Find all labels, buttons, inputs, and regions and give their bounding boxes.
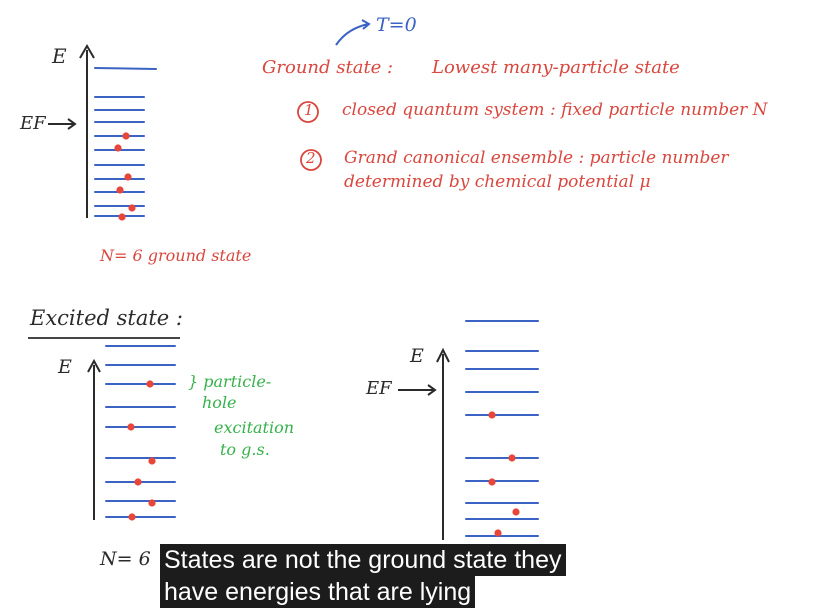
item1-circle: [297, 101, 319, 123]
item2-line1: Grand canonical ensemble : particle numb…: [344, 148, 729, 168]
particle-dot: [488, 411, 496, 419]
fermi-arrow: [48, 118, 77, 130]
particle-dot: [134, 478, 142, 486]
particle-dot: [146, 380, 154, 388]
fermi-arrow: [398, 384, 437, 396]
item2-line2: determined by chemical potential μ: [344, 172, 651, 192]
particle-dot: [124, 173, 132, 181]
particle-dot: [118, 213, 126, 221]
particles: [488, 411, 520, 537]
particle-dot: [127, 423, 135, 431]
excited-right-diagram: [398, 320, 539, 540]
subtitle-line-1: States are not the ground state they: [160, 544, 566, 576]
particle-dot: [148, 499, 156, 507]
energy-axis-arrow: [79, 44, 95, 59]
particles: [114, 132, 136, 221]
ground-caption: N= 6 ground state: [100, 246, 252, 265]
excited-right-fermi-label: EF: [366, 378, 392, 399]
energy-levels: [94, 67, 157, 217]
ground-energy-label: E: [52, 44, 67, 68]
ground-fermi-label: EF: [20, 113, 46, 134]
particle-dot: [122, 132, 130, 140]
particle-dot: [512, 508, 520, 516]
energy-axis-arrow: [87, 358, 101, 373]
video-subtitle: States are not the ground state they hav…: [160, 544, 566, 608]
subtitle-line-2: have energies that are lying: [160, 576, 476, 608]
excited-left-diagram: [28, 337, 180, 521]
particle-dot: [128, 204, 136, 212]
energy-levels: [105, 345, 176, 518]
excited-state-heading: Excited state :: [30, 306, 183, 330]
particle-dot: [116, 186, 124, 194]
item2-number: 2: [306, 149, 316, 167]
bracket-note-4: to g.s.: [220, 440, 270, 459]
bracket-note-1: } particle-: [188, 372, 272, 391]
ground-state-heading: Ground state :: [262, 57, 394, 78]
item1-number: 1: [304, 101, 314, 119]
energy-levels: [465, 320, 539, 537]
particle-dot: [114, 144, 122, 152]
bracket-note-2: hole: [202, 393, 237, 412]
particles: [127, 380, 156, 521]
item1-text: closed quantum system : fixed particle n…: [342, 100, 768, 120]
excited-left-caption: N= 6: [100, 548, 151, 570]
excited-left-energy-label: E: [58, 356, 72, 378]
particle-dot: [508, 454, 516, 462]
particle-dot: [488, 478, 496, 486]
excited-right-energy-label: E: [410, 345, 424, 367]
ground-state-diagram: [48, 44, 157, 221]
particle-dot: [148, 457, 156, 465]
bracket-note-3: excitation: [214, 418, 295, 437]
item2-circle: [300, 149, 322, 171]
energy-level-line: [94, 67, 157, 70]
temperature-label: T=0: [376, 14, 417, 36]
particle-dot: [494, 529, 502, 537]
energy-axis-arrow: [436, 347, 450, 363]
temperature-arrow: [335, 19, 371, 46]
particle-dot: [128, 513, 136, 521]
ground-state-definition: Lowest many-particle state: [432, 57, 680, 78]
